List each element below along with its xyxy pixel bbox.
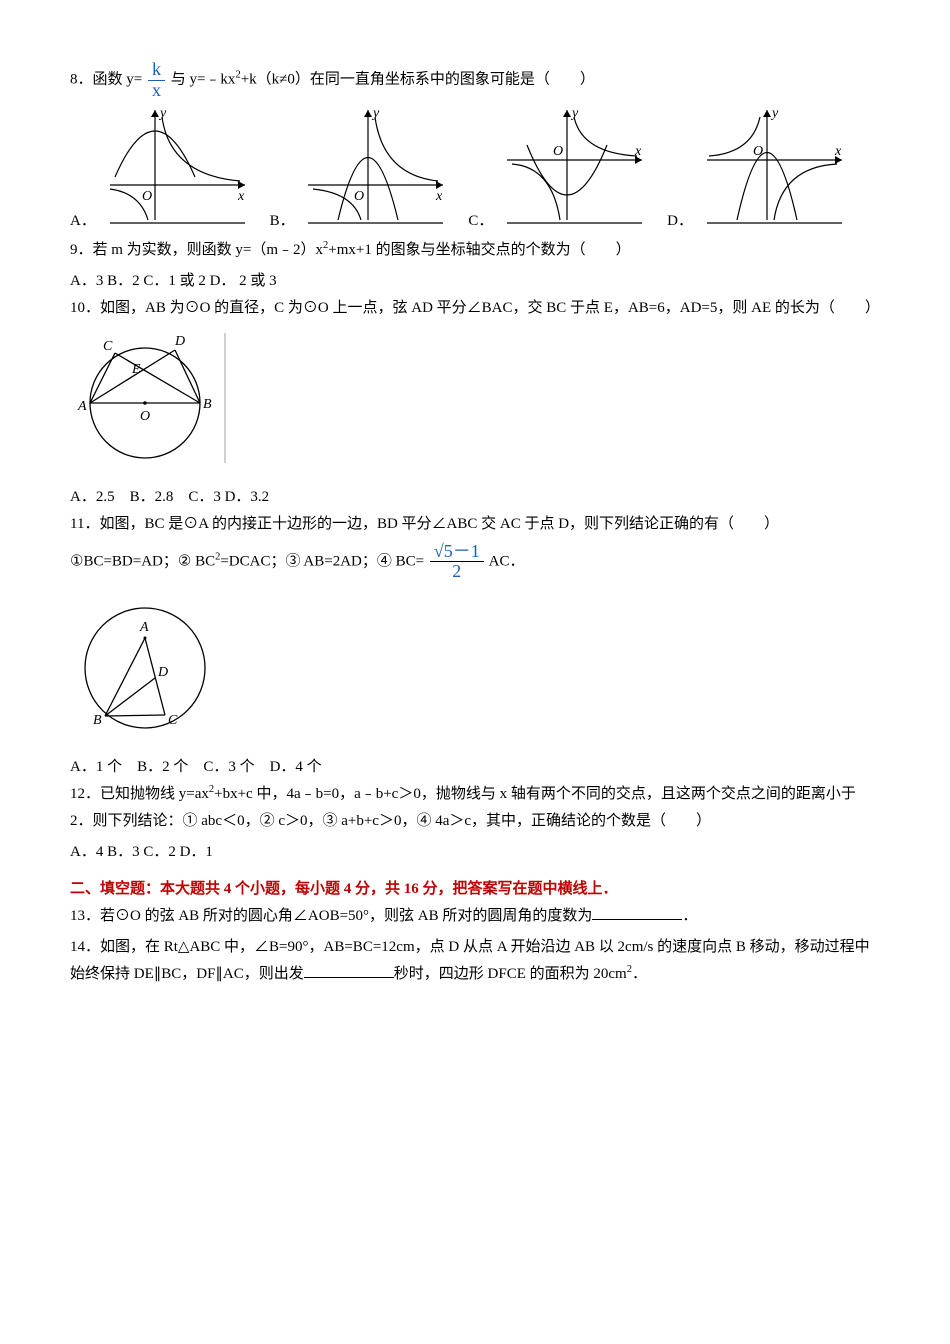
section-2-title: 二、填空题：本大题共 4 个小题，每小题 4 分，共 16 分，把答案写在题中横…: [70, 876, 880, 903]
q12-options: A．4 B．3 C．2 D．1: [70, 839, 880, 866]
q13-suffix: ．: [682, 908, 697, 924]
q11-label-b: B: [93, 713, 102, 728]
q9-text-1: 9．若 m 为实数，则函数 y=（m﹣2）x: [70, 242, 323, 258]
q11-frac-den: 2: [430, 562, 484, 582]
q10-figure: A B C D E O: [70, 328, 880, 478]
q13-prefix: 13．若⊙O 的弦 AB 所对的圆心角∠AOB=50°，则弦 AB 所对的圆周角…: [70, 908, 592, 924]
q11-line2: ①BC=BD=AD；② BC 2 =DCAC；③ AB=2AD；④ BC= √5－1…: [70, 542, 880, 583]
q11-figure: A B C D: [70, 588, 880, 748]
q10-options: A．2.5 B．2.8 C．3 D．3.2: [70, 484, 880, 511]
question-14: 14．如图，在 Rt△ABC 中，∠B=90°，AB=BC=12cm，点 D 从…: [70, 934, 880, 988]
q8-optB-label: B．: [270, 163, 295, 229]
q8-text-3: +k（k≠0）在同一直角坐标系中的图象可能是（ ）: [241, 72, 595, 88]
q11-label-c: C: [168, 713, 178, 728]
q14-suffix: ．: [632, 966, 647, 982]
q8-optA-label: A．: [70, 163, 96, 229]
q11-label-d: D: [157, 665, 168, 680]
q8-graph-b: y x O: [298, 105, 448, 225]
q8-graph-a: y x O: [100, 105, 250, 225]
q12-text-1: 12．已知抛物线 y=ax: [70, 786, 209, 802]
q10-label-c: C: [103, 339, 113, 354]
graph-d-x-label: x: [834, 144, 842, 159]
question-10: 10．如图，AB 为⊙O 的直径，C 为⊙O 上一点，弦 AD 平分∠BAC，交…: [70, 295, 880, 322]
graph-b-o-label: O: [354, 189, 364, 204]
q8-optC-label: C．: [468, 163, 493, 229]
q11-l2-suffix: AC．: [489, 553, 525, 569]
q8-optB: B． y x O: [270, 105, 449, 235]
q10-label-a: A: [77, 399, 87, 414]
q11-options: A．1 个 B．2 个 C．3 个 D．4 个: [70, 754, 880, 781]
question-8: 8．函数 y= k x 与 y=﹣kx2+k（k≠0）在同一直角坐标系中的图象可…: [70, 60, 880, 101]
q8-optD: D． y x O: [667, 105, 847, 235]
q11-l2-prefix: ①BC=BD=AD；② BC: [70, 553, 215, 569]
q11-frac-num: √5－1: [430, 542, 484, 563]
q11-fraction: √5－1 2: [430, 542, 484, 583]
q9-text-2: +mx+1 的图象与坐标轴交点的个数为（ ）: [328, 242, 630, 258]
q11-label-a: A: [139, 620, 149, 635]
q8-text-1: 8．函数 y=: [70, 72, 142, 88]
graph-c-x-label: x: [634, 144, 642, 159]
q8-optA: A． y x O: [70, 105, 250, 235]
q14-blank: [304, 962, 394, 978]
graph-a-o-label: O: [142, 189, 152, 204]
q10-label-b: B: [203, 397, 212, 412]
q10-label-e: E: [131, 362, 141, 377]
q8-text-2: 与 y=﹣kx: [171, 72, 236, 88]
q10-label-o: O: [140, 409, 150, 424]
q13-blank: [592, 904, 682, 920]
question-9: 9．若 m 为实数，则函数 y=（m﹣2）x2+mx+1 的图象与坐标轴交点的个…: [70, 237, 880, 264]
q8-optD-label: D．: [667, 163, 693, 229]
q8-graph-d: y x O: [697, 105, 847, 225]
q8-frac-num: k: [148, 60, 165, 81]
graph-b-x-label: x: [435, 189, 443, 204]
q10-label-d: D: [174, 334, 185, 349]
q9-options: A．3 B．2 C．1 或 2 D． 2 或 3: [70, 268, 880, 295]
graph-a-x-label: x: [237, 189, 245, 204]
q8-options-row: A． y x O B． y x O: [70, 105, 880, 235]
graph-d-o-label: O: [753, 144, 763, 159]
graph-c-o-label: O: [553, 144, 563, 159]
q8-optC: C． y x O: [468, 105, 647, 235]
q14-mid: 秒时，四边形 DFCE 的面积为 20cm: [394, 966, 627, 982]
graph-d-y-label: y: [770, 106, 779, 121]
q8-frac-den: x: [148, 81, 165, 101]
q8-graph-c: y x O: [497, 105, 647, 225]
q8-fraction: k x: [148, 60, 165, 101]
question-13: 13．若⊙O 的弦 AB 所对的圆心角∠AOB=50°，则弦 AB 所对的圆周角…: [70, 903, 880, 930]
question-12: 12．已知抛物线 y=ax2+bx+c 中，4a﹣b=0，a﹣b+c＞0，抛物线…: [70, 781, 880, 835]
question-11: 11．如图，BC 是⊙A 的内接正十边形的一边，BD 平分∠ABC 交 AC 于…: [70, 511, 880, 538]
q11-l2-mid: =DCAC；③ AB=2AD；④ BC=: [220, 553, 424, 569]
